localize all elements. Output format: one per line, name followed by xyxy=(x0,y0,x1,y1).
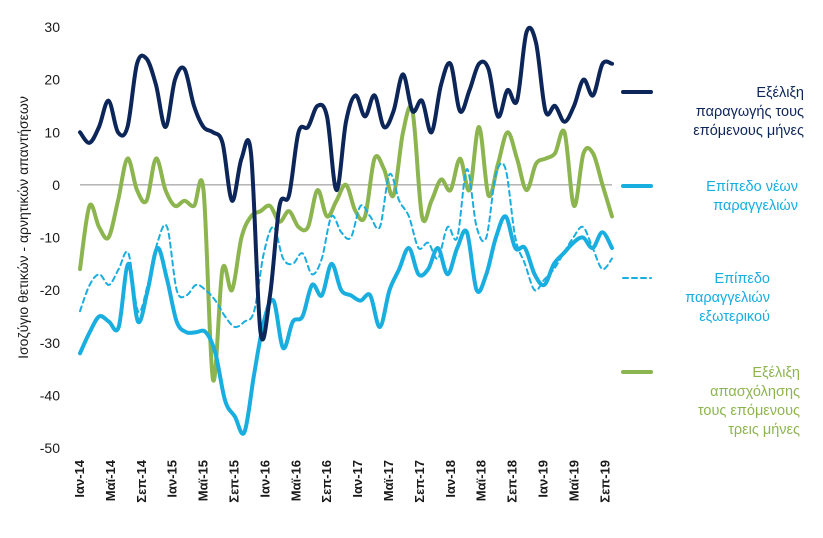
legend-label: Επίπεδο xyxy=(714,271,770,287)
x-tick-label: Ιαν-18 xyxy=(443,460,458,498)
legend-label: παραγγελιών xyxy=(713,198,798,214)
legend-label: Εξέλιξη xyxy=(756,85,804,101)
legend-label: επόμενους μήνες xyxy=(693,123,804,139)
y-tick-label: 20 xyxy=(44,72,60,88)
x-tick-label: Ιαν-16 xyxy=(257,460,272,498)
x-tick-label: Σεπ-18 xyxy=(505,460,520,503)
y-axis-label: Ισοζύγιο θετικών - αρνητικών απαντήσεων xyxy=(15,96,31,359)
x-tick-label: Μαϊ-18 xyxy=(474,460,489,501)
series-lines xyxy=(78,25,614,436)
y-tick-label: -20 xyxy=(40,282,60,298)
x-tick-label: Σεπ-17 xyxy=(412,460,427,503)
legend-label: τρεις μήνες xyxy=(728,422,800,438)
y-tick-label: -30 xyxy=(40,335,60,351)
y-tick-label: 10 xyxy=(44,124,60,140)
x-tick-label: Μαϊ-14 xyxy=(103,459,118,501)
x-tick-label: Σεπ-14 xyxy=(134,459,149,502)
legend-item: Εξέλιξη απασχόλησης τους επόμενους τρεις μή… xyxy=(621,365,800,438)
series-line xyxy=(79,162,613,329)
x-tick-label: Ιαν-17 xyxy=(350,460,365,498)
y-tick-label: 0 xyxy=(52,177,60,193)
x-tick-label: Ιαν-15 xyxy=(165,460,180,498)
legend-item: Επίπεδο νέων παραγγελιών xyxy=(621,179,798,214)
y-tick-label: 30 xyxy=(44,19,60,35)
legend-item: Επίπεδο παραγγελιών εξωτερικού xyxy=(622,271,770,325)
legend-label: παραγγελιών xyxy=(685,290,770,306)
x-tick-label: Σεπ-19 xyxy=(597,460,612,503)
series-line xyxy=(78,25,614,342)
x-tick-label: Σεπ-16 xyxy=(319,460,334,503)
legend-label: εξωτερικού xyxy=(699,309,770,325)
y-tick-label: -10 xyxy=(40,230,60,246)
series-line xyxy=(78,214,614,436)
legend-label: τους επόμενους xyxy=(698,403,800,419)
x-tick-label: Ιαν-19 xyxy=(536,460,551,498)
y-tick-label: -50 xyxy=(40,440,60,456)
series-line xyxy=(78,104,614,383)
x-axis: Ιαν-14 Μαϊ-14 Σεπ-14 Ιαν-15 Μαϊ-15 Σεπ-15 Ιαν-… xyxy=(72,459,612,502)
legend: Εξέλιξη παραγωγής τους επόμενους μήνες Επίπ… xyxy=(621,85,804,438)
x-tick-label: Μαϊ-19 xyxy=(566,460,581,501)
legend-label: Επίπεδο νέων xyxy=(706,179,798,195)
y-tick-label: -40 xyxy=(40,387,60,403)
x-tick-label: Μαϊ-15 xyxy=(196,460,211,501)
x-tick-label: Σεπ-15 xyxy=(227,460,242,503)
y-axis: 30 20 10 0 -10 -20 -30 -40 -50 xyxy=(40,19,60,456)
legend-item: Εξέλιξη παραγωγής τους επόμενους μήνες xyxy=(621,85,804,139)
legend-label: Εξέλιξη xyxy=(752,365,800,381)
legend-label: παραγωγής τους xyxy=(696,104,804,120)
x-tick-label: Μαϊ-16 xyxy=(288,460,303,501)
legend-label: απασχόλησης xyxy=(710,384,800,400)
x-tick-label: Μαϊ-17 xyxy=(381,460,396,501)
x-tick-label: Ιαν-14 xyxy=(72,459,87,497)
